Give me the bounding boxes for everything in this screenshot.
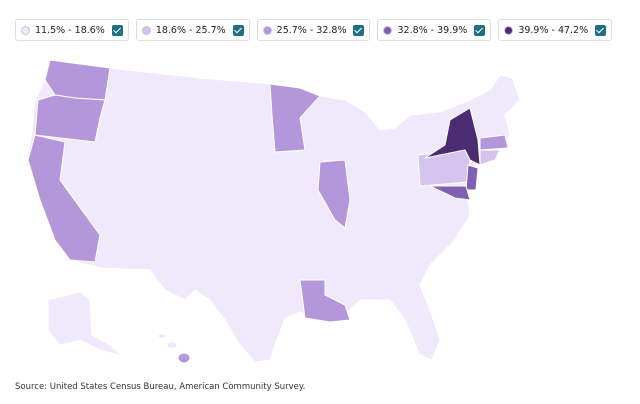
region	[465, 164, 479, 191]
legend-label: 11.5% - 18.6%	[35, 24, 105, 36]
checkbox[interactable]	[353, 24, 365, 36]
legend-swatch	[21, 25, 30, 35]
region	[44, 59, 111, 101]
legend-swatch	[383, 25, 393, 35]
legend-label: 18.6% - 25.7%	[155, 24, 226, 36]
legend-item[interactable]: 11.5% - 18.6%	[15, 19, 129, 41]
region	[27, 59, 521, 363]
legend-label: 32.8% - 39.9%	[397, 24, 468, 36]
legend-label: 39.9% - 47.2%	[518, 24, 589, 36]
region	[27, 134, 101, 263]
checkbox[interactable]	[232, 24, 244, 36]
region	[479, 149, 501, 166]
source: Source: United States Census Bureau, Ame…	[15, 382, 306, 392]
legend-item[interactable]: 39.9% - 47.2%	[498, 19, 613, 41]
legend-item[interactable]: 25.7% - 32.8%	[256, 19, 371, 41]
legend-swatch	[504, 25, 514, 35]
legend-swatch	[262, 25, 272, 35]
checkbox[interactable]	[595, 24, 607, 36]
region	[166, 341, 178, 349]
region	[317, 159, 351, 229]
region	[299, 279, 351, 323]
region	[47, 291, 123, 357]
checkbox[interactable]	[474, 24, 486, 36]
region	[424, 107, 481, 166]
region	[479, 134, 509, 151]
legend-swatch	[141, 25, 151, 35]
legend-item[interactable]: 32.8% - 39.9%	[377, 19, 492, 41]
region	[157, 333, 167, 339]
map	[27, 59, 521, 364]
region	[417, 149, 471, 187]
legend-item[interactable]: 18.6% - 25.7%	[135, 19, 250, 41]
region	[429, 185, 471, 201]
region	[34, 94, 106, 143]
legend-label: 25.7% - 32.8%	[276, 24, 347, 36]
checkbox[interactable]	[111, 24, 123, 36]
legend: 11.5% - 18.6% 18.6% - 25.7% 25.7% - 32.8% 3…	[15, 19, 613, 41]
region	[177, 352, 191, 364]
region	[269, 83, 321, 153]
